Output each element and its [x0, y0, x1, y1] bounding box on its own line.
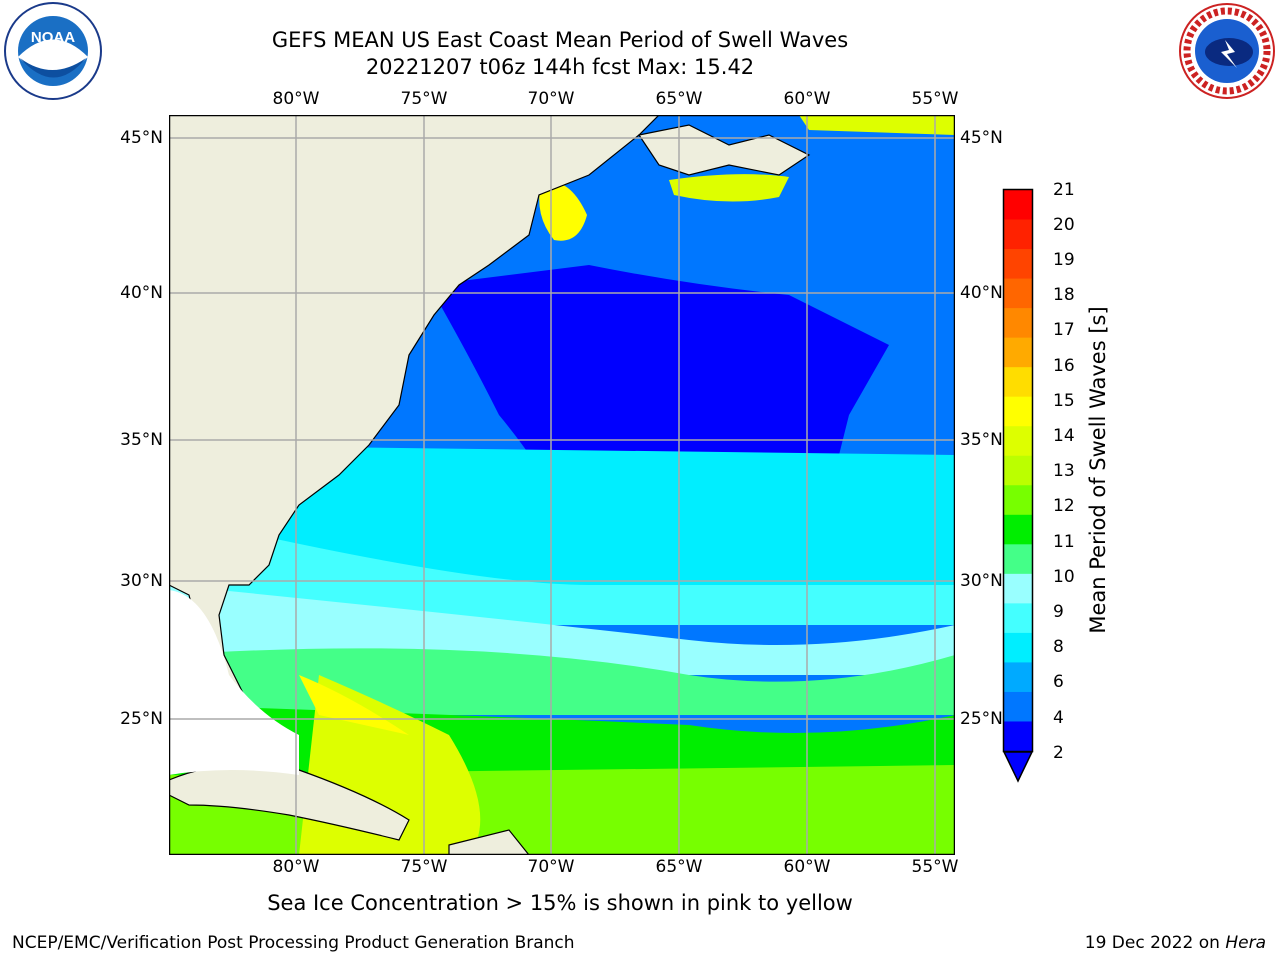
- colorbar-swatch: [1004, 632, 1032, 663]
- colorbar-label-4: 4: [1053, 708, 1064, 728]
- ocean-band-4s: [169, 445, 955, 585]
- lat-tick-right-30n: 30°N: [960, 571, 1003, 591]
- footer-machine: Hera: [1225, 933, 1266, 953]
- colorbar-swatch: [1004, 426, 1032, 457]
- colorbar-swatch: [1004, 573, 1032, 604]
- lon-tick-bottom-60w: 60°W: [783, 857, 831, 877]
- sea-ice-footnote: Sea Ice Concentration > 15% is shown in …: [267, 891, 853, 915]
- colorbar-label-13: 13: [1053, 461, 1075, 481]
- noaa-logo-icon: NOAA: [4, 2, 102, 100]
- lon-tick-top-75w: 75°W: [400, 89, 448, 109]
- lat-tick-right-25n: 25°N: [960, 709, 1003, 729]
- colorbar-swatch: [1004, 396, 1032, 427]
- colorbar-label-10: 10: [1053, 567, 1075, 587]
- colorbar-swatch: [1004, 662, 1032, 693]
- colorbar-swatches: [1002, 190, 1034, 783]
- lat-tick-right-35n: 35°N: [960, 430, 1003, 450]
- colorbar-frame: [1002, 188, 1034, 753]
- noaa-logo-text: NOAA: [31, 29, 75, 46]
- northern-patch: [799, 115, 955, 135]
- lon-tick-bottom-65w: 65°W: [655, 857, 703, 877]
- colorbar-swatch: [1004, 691, 1032, 722]
- colorbar-label-18: 18: [1053, 285, 1075, 305]
- colorbar-label-9: 9: [1053, 602, 1064, 622]
- lat-tick-left-40n: 40°N: [120, 283, 163, 303]
- colorbar-label-16: 16: [1053, 356, 1075, 376]
- colorbar-swatch: [1004, 190, 1032, 221]
- colorbar-swatch: [1004, 278, 1032, 309]
- colorbar-swatch: [1004, 603, 1032, 634]
- lon-tick-top-55w: 55°W: [911, 89, 959, 109]
- national-weather-service-logo-icon: [1179, 3, 1275, 99]
- lat-tick-left-45n: 45°N: [120, 128, 163, 148]
- colorbar-label-20: 20: [1053, 215, 1075, 235]
- colorbar-label-8: 8: [1053, 637, 1064, 657]
- footer-date: 19 Dec 2022 on Hera: [1085, 933, 1266, 953]
- chart-title: GEFS MEAN US East Coast Mean Period of S…: [271, 28, 849, 52]
- colorbar-swatch: [1004, 219, 1032, 250]
- colorbar-label-15: 15: [1053, 391, 1075, 411]
- colorbar-swatch: [1004, 249, 1032, 280]
- lon-tick-bottom-70w: 70°W: [527, 857, 575, 877]
- lon-tick-top-70w: 70°W: [527, 89, 575, 109]
- map-frame: [169, 115, 955, 855]
- colorbar-swatch: [1004, 367, 1032, 398]
- lat-tick-left-30n: 30°N: [120, 571, 163, 591]
- map-panel: [169, 115, 955, 855]
- lat-tick-right-40n: 40°N: [960, 283, 1003, 303]
- colorbar-label-14: 14: [1053, 426, 1075, 446]
- lon-tick-bottom-75w: 75°W: [400, 857, 448, 877]
- lat-tick-left-35n: 35°N: [120, 430, 163, 450]
- colorbar-swatch: [1004, 514, 1032, 545]
- colorbar-swatch: [1004, 455, 1032, 486]
- chart-subtitle: 20221207 t06z 144h fcst Max: 15.42: [365, 55, 755, 79]
- colorbar-swatch: [1004, 544, 1032, 575]
- footer-date-text: 19 Dec 2022 on: [1084, 933, 1220, 953]
- colorbar-label-12: 12: [1053, 496, 1075, 516]
- map-gridlines: [169, 115, 955, 855]
- colorbar-swatch: [1004, 485, 1032, 516]
- colorbar-label-11: 11: [1053, 532, 1075, 552]
- scotian-shelf-patch: [669, 174, 789, 202]
- lon-tick-bottom-80w: 80°W: [272, 857, 320, 877]
- colorbar-label-17: 17: [1053, 320, 1075, 340]
- footer-credit: NCEP/EMC/Verification Post Processing Pr…: [12, 933, 575, 953]
- colorbar-label-21: 21: [1053, 180, 1075, 200]
- colorbar-extend-min-triangle: [1002, 751, 1034, 783]
- colorbar-label-6: 6: [1053, 672, 1064, 692]
- lon-tick-top-65w: 65°W: [655, 89, 703, 109]
- colorbar-swatch: [1004, 308, 1032, 339]
- colorbar-label-19: 19: [1053, 250, 1075, 270]
- lon-tick-top-80w: 80°W: [272, 89, 320, 109]
- colorbar-title: Mean Period of Swell Waves [s]: [1086, 306, 1110, 634]
- lon-tick-bottom-55w: 55°W: [911, 857, 959, 877]
- lat-tick-right-45n: 45°N: [960, 128, 1003, 148]
- colorbar: [1002, 188, 1034, 783]
- gulf-no-data-area: [169, 590, 299, 775]
- colorbar-swatch: [1004, 337, 1032, 368]
- lon-tick-top-60w: 60°W: [783, 89, 831, 109]
- ocean-band-6s: [169, 515, 955, 625]
- lat-tick-left-25n: 25°N: [120, 709, 163, 729]
- colorbar-swatch: [1004, 721, 1032, 752]
- colorbar-label-2: 2: [1053, 743, 1064, 763]
- hispaniola-land: [448, 829, 530, 855]
- ocean-band-15s: [299, 675, 409, 735]
